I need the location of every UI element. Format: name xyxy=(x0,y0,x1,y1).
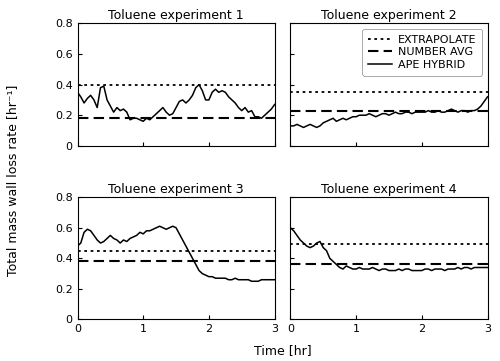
Legend: EXTRAPOLATE, NUMBER AVG, APE HYBRID: EXTRAPOLATE, NUMBER AVG, APE HYBRID xyxy=(362,29,482,76)
Title: Toluene experiment 1: Toluene experiment 1 xyxy=(108,9,244,22)
Text: Time [hr]: Time [hr] xyxy=(254,344,312,357)
Title: Toluene experiment 4: Toluene experiment 4 xyxy=(321,183,457,196)
Title: Toluene experiment 2: Toluene experiment 2 xyxy=(321,9,457,22)
Text: Total mass wall loss rate [hr⁻¹]: Total mass wall loss rate [hr⁻¹] xyxy=(6,85,19,276)
Title: Toluene experiment 3: Toluene experiment 3 xyxy=(108,183,244,196)
